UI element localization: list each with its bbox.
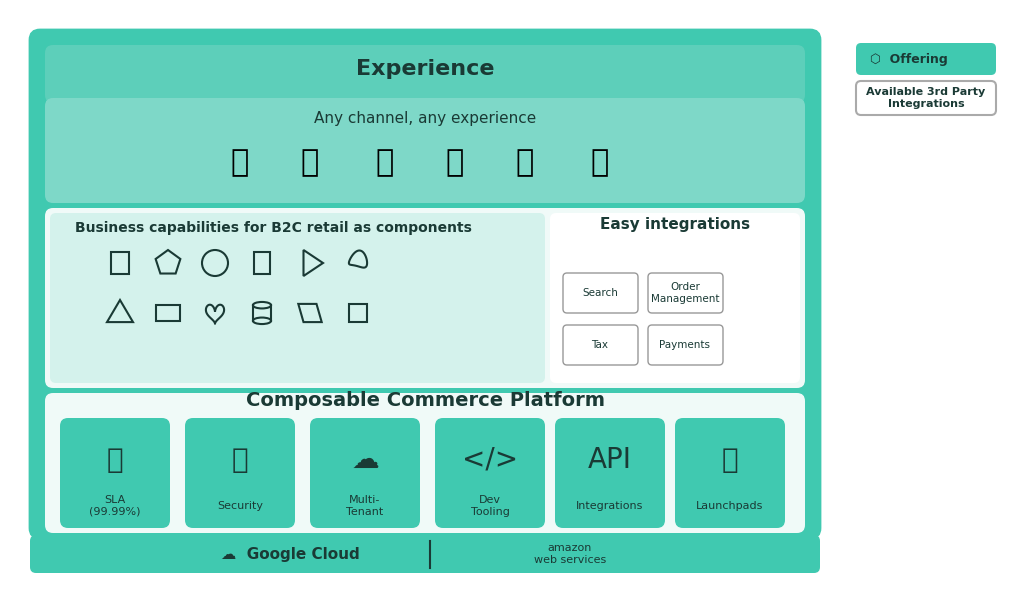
- Text: ☁  Google Cloud: ☁ Google Cloud: [220, 547, 359, 562]
- Text: ⏱: ⏱: [106, 446, 123, 474]
- FancyBboxPatch shape: [45, 208, 805, 388]
- Text: Dev
Tooling: Dev Tooling: [471, 495, 509, 517]
- Text: API: API: [588, 446, 632, 474]
- Text: Order
Management: Order Management: [650, 282, 719, 304]
- FancyBboxPatch shape: [50, 213, 545, 383]
- FancyBboxPatch shape: [45, 393, 805, 533]
- Text: 🖥: 🖥: [376, 148, 394, 177]
- Text: Tax: Tax: [592, 340, 608, 350]
- FancyBboxPatch shape: [648, 273, 723, 313]
- Text: ☁: ☁: [351, 446, 379, 474]
- Text: amazon
web services: amazon web services: [534, 543, 606, 565]
- FancyBboxPatch shape: [30, 535, 820, 573]
- FancyBboxPatch shape: [555, 418, 665, 528]
- Text: 🚀: 🚀: [722, 446, 738, 474]
- FancyBboxPatch shape: [30, 30, 820, 538]
- Text: Composable Commerce Platform: Composable Commerce Platform: [246, 391, 604, 410]
- FancyBboxPatch shape: [563, 273, 638, 313]
- Text: SLA
(99.99%): SLA (99.99%): [89, 495, 140, 517]
- Text: Security: Security: [217, 501, 263, 511]
- Text: 🔒: 🔒: [231, 446, 248, 474]
- FancyBboxPatch shape: [675, 418, 785, 528]
- Text: Easy integrations: Easy integrations: [600, 218, 750, 232]
- Text: ⬡  Offering: ⬡ Offering: [870, 53, 948, 65]
- FancyBboxPatch shape: [60, 418, 170, 528]
- Text: 🏪: 🏪: [301, 148, 319, 177]
- FancyBboxPatch shape: [45, 98, 805, 203]
- Text: Any channel, any experience: Any channel, any experience: [314, 110, 537, 126]
- FancyBboxPatch shape: [435, 418, 545, 528]
- Text: Experience: Experience: [355, 59, 495, 79]
- Text: 🚗: 🚗: [445, 148, 464, 177]
- Text: Multi-
Tenant: Multi- Tenant: [346, 495, 384, 517]
- FancyBboxPatch shape: [648, 325, 723, 365]
- Text: 🎮: 🎮: [516, 148, 535, 177]
- FancyBboxPatch shape: [45, 45, 805, 103]
- FancyBboxPatch shape: [856, 81, 996, 115]
- Text: Available 3rd Party
Integrations: Available 3rd Party Integrations: [866, 87, 986, 109]
- Text: Business capabilities for B2C retail as components: Business capabilities for B2C retail as …: [75, 221, 472, 235]
- FancyBboxPatch shape: [563, 325, 638, 365]
- FancyBboxPatch shape: [185, 418, 295, 528]
- FancyBboxPatch shape: [856, 43, 996, 75]
- Text: 📱: 📱: [230, 148, 249, 177]
- Text: Launchpads: Launchpads: [696, 501, 764, 511]
- Text: Integrations: Integrations: [577, 501, 644, 511]
- Text: </>: </>: [462, 446, 518, 474]
- FancyBboxPatch shape: [550, 213, 800, 383]
- Text: ⌚: ⌚: [591, 148, 609, 177]
- FancyBboxPatch shape: [310, 418, 420, 528]
- Text: Search: Search: [582, 288, 617, 298]
- Text: Payments: Payments: [659, 340, 711, 350]
